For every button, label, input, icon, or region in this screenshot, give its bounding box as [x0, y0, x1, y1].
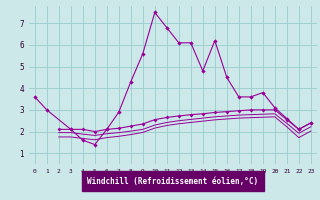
X-axis label: Windchill (Refroidissement éolien,°C): Windchill (Refroidissement éolien,°C) — [87, 177, 258, 186]
